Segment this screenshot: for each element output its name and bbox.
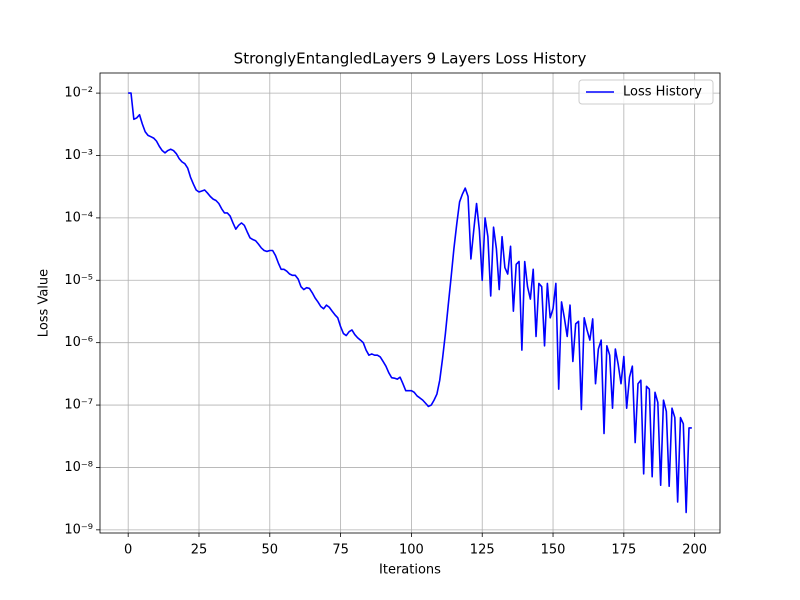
- x-tick-label: 200: [682, 543, 707, 558]
- x-tick-label: 50: [262, 543, 279, 558]
- legend-label: Loss History: [623, 85, 702, 100]
- x-tick-label: 75: [332, 543, 349, 558]
- y-tick-label: 10⁻⁴: [64, 210, 93, 225]
- y-tick-label: 10⁻⁷: [64, 398, 93, 413]
- x-tick-label: 0: [124, 543, 132, 558]
- y-tick-label: 10⁻⁹: [64, 522, 93, 537]
- y-tick-label: 10⁻²: [64, 86, 93, 101]
- x-tick-label: 150: [541, 543, 566, 558]
- x-tick-label: 100: [399, 543, 424, 558]
- x-tick-label: 175: [611, 543, 636, 558]
- y-tick-label: 10⁻³: [64, 148, 93, 163]
- x-tick-label: 25: [191, 543, 208, 558]
- x-tick-label: 125: [470, 543, 495, 558]
- axes-frame: [99, 72, 721, 534]
- legend-box: [578, 79, 714, 105]
- y-tick-label: 10⁻⁵: [64, 273, 93, 288]
- y-tick-label: 10⁻⁶: [64, 335, 93, 350]
- x-axis-label: Iterations: [379, 563, 441, 578]
- y-tick-label: 10⁻⁸: [64, 460, 93, 475]
- loss-line: [128, 92, 692, 514]
- y-axis-label: Loss Value: [37, 269, 52, 337]
- chart-title: StronglyEntangledLayers 9 Layers Loss Hi…: [234, 50, 587, 68]
